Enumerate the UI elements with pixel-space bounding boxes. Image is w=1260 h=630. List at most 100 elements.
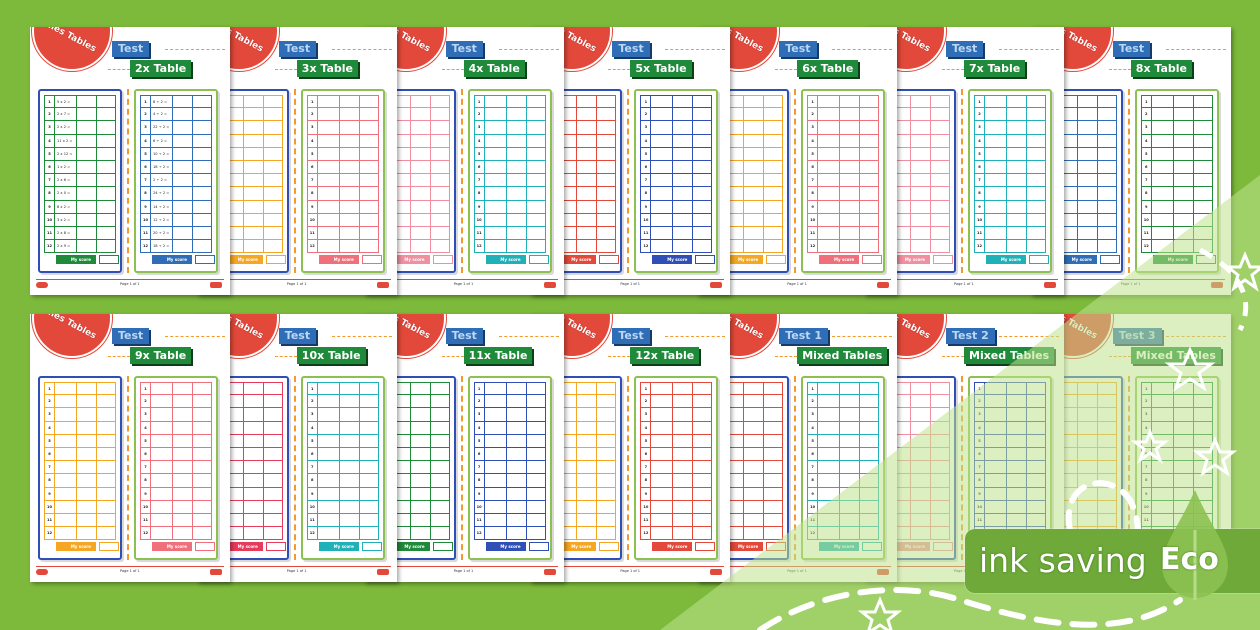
answer-cell[interactable] bbox=[242, 383, 263, 395]
answer-cell[interactable] bbox=[262, 421, 283, 434]
answer-cell[interactable] bbox=[910, 447, 930, 461]
answer-cell[interactable] bbox=[763, 121, 784, 134]
answer-cell[interactable] bbox=[409, 240, 430, 253]
answer-cell[interactable] bbox=[672, 487, 692, 500]
answer-cell[interactable] bbox=[839, 96, 859, 108]
score-box[interactable] bbox=[195, 542, 215, 551]
answer-cell[interactable] bbox=[429, 200, 450, 213]
answer-cell[interactable] bbox=[1006, 434, 1026, 447]
answer-cell[interactable] bbox=[672, 213, 692, 226]
answer-cell[interactable] bbox=[1026, 383, 1046, 395]
answer-cell[interactable] bbox=[429, 421, 450, 434]
answer-cell[interactable] bbox=[839, 226, 859, 240]
answer-cell[interactable] bbox=[1096, 160, 1117, 174]
answer-cell[interactable] bbox=[910, 408, 930, 421]
answer-cell[interactable] bbox=[596, 108, 617, 121]
answer-cell[interactable] bbox=[763, 96, 784, 108]
answer-cell[interactable] bbox=[505, 447, 526, 461]
answer-cell[interactable] bbox=[763, 408, 784, 421]
answer-cell[interactable] bbox=[839, 487, 859, 500]
answer-cell[interactable] bbox=[910, 134, 930, 147]
answer-cell[interactable] bbox=[910, 240, 930, 253]
answer-cell[interactable] bbox=[692, 527, 713, 540]
answer-cell[interactable] bbox=[743, 527, 763, 540]
answer-cell[interactable] bbox=[576, 421, 596, 434]
answer-cell[interactable] bbox=[1172, 434, 1193, 447]
answer-cell[interactable] bbox=[743, 200, 763, 213]
answer-cell[interactable] bbox=[839, 383, 859, 395]
score-box[interactable] bbox=[933, 542, 953, 551]
answer-cell[interactable] bbox=[910, 174, 930, 187]
answer-cell[interactable] bbox=[76, 200, 96, 213]
answer-cell[interactable] bbox=[262, 108, 283, 121]
answer-cell[interactable] bbox=[76, 527, 96, 540]
answer-cell[interactable] bbox=[692, 500, 713, 513]
answer-cell[interactable] bbox=[1172, 421, 1193, 434]
answer-cell[interactable] bbox=[338, 134, 359, 147]
answer-cell[interactable] bbox=[96, 174, 116, 187]
answer-cell[interactable] bbox=[358, 174, 379, 187]
answer-cell[interactable] bbox=[743, 160, 763, 174]
answer-cell[interactable] bbox=[692, 487, 713, 500]
answer-cell[interactable] bbox=[262, 121, 283, 134]
answer-cell[interactable] bbox=[192, 383, 212, 395]
answer-cell[interactable] bbox=[192, 200, 212, 213]
answer-cell[interactable] bbox=[692, 121, 713, 134]
answer-cell[interactable] bbox=[409, 108, 430, 121]
answer-cell[interactable] bbox=[672, 174, 692, 187]
answer-cell[interactable] bbox=[358, 134, 379, 147]
score-box[interactable] bbox=[766, 542, 787, 551]
answer-cell[interactable] bbox=[910, 474, 930, 487]
answer-cell[interactable] bbox=[1076, 513, 1097, 527]
answer-cell[interactable] bbox=[1006, 147, 1026, 160]
answer-cell[interactable] bbox=[96, 96, 116, 108]
answer-cell[interactable] bbox=[505, 121, 526, 134]
answer-cell[interactable] bbox=[1006, 447, 1026, 461]
answer-cell[interactable] bbox=[859, 240, 880, 253]
answer-cell[interactable] bbox=[1026, 461, 1046, 474]
answer-cell[interactable] bbox=[839, 434, 859, 447]
answer-cell[interactable] bbox=[859, 200, 880, 213]
answer-cell[interactable] bbox=[1172, 174, 1193, 187]
answer-cell[interactable] bbox=[76, 500, 96, 513]
answer-cell[interactable] bbox=[910, 226, 930, 240]
answer-cell[interactable] bbox=[859, 134, 880, 147]
answer-cell[interactable] bbox=[358, 434, 379, 447]
answer-cell[interactable] bbox=[505, 134, 526, 147]
answer-cell[interactable] bbox=[429, 213, 450, 226]
answer-cell[interactable] bbox=[505, 160, 526, 174]
answer-cell[interactable] bbox=[763, 160, 784, 174]
answer-cell[interactable] bbox=[596, 174, 617, 187]
answer-cell[interactable] bbox=[692, 408, 713, 421]
answer-cell[interactable] bbox=[338, 500, 359, 513]
answer-cell[interactable] bbox=[192, 408, 212, 421]
answer-cell[interactable] bbox=[930, 134, 950, 147]
answer-cell[interactable] bbox=[1076, 147, 1097, 160]
answer-cell[interactable] bbox=[576, 395, 596, 408]
answer-cell[interactable] bbox=[1076, 240, 1097, 253]
score-box[interactable] bbox=[599, 255, 620, 264]
answer-cell[interactable] bbox=[1172, 240, 1193, 253]
answer-cell[interactable] bbox=[576, 200, 596, 213]
answer-cell[interactable] bbox=[672, 160, 692, 174]
answer-cell[interactable] bbox=[262, 513, 283, 527]
answer-cell[interactable] bbox=[763, 108, 784, 121]
answer-cell[interactable] bbox=[859, 447, 880, 461]
answer-cell[interactable] bbox=[1192, 434, 1213, 447]
score-box[interactable] bbox=[862, 542, 883, 551]
answer-cell[interactable] bbox=[525, 434, 546, 447]
answer-cell[interactable] bbox=[1026, 240, 1046, 253]
score-box[interactable] bbox=[361, 542, 382, 551]
answer-cell[interactable] bbox=[192, 160, 212, 174]
answer-cell[interactable] bbox=[525, 240, 546, 253]
answer-cell[interactable] bbox=[96, 121, 116, 134]
answer-cell[interactable] bbox=[1192, 96, 1213, 108]
answer-cell[interactable] bbox=[1026, 434, 1046, 447]
answer-cell[interactable] bbox=[763, 447, 784, 461]
answer-cell[interactable] bbox=[672, 395, 692, 408]
answer-cell[interactable] bbox=[1076, 383, 1097, 395]
answer-cell[interactable] bbox=[525, 200, 546, 213]
score-box[interactable] bbox=[1029, 255, 1049, 264]
answer-cell[interactable] bbox=[839, 513, 859, 527]
answer-cell[interactable] bbox=[409, 213, 430, 226]
